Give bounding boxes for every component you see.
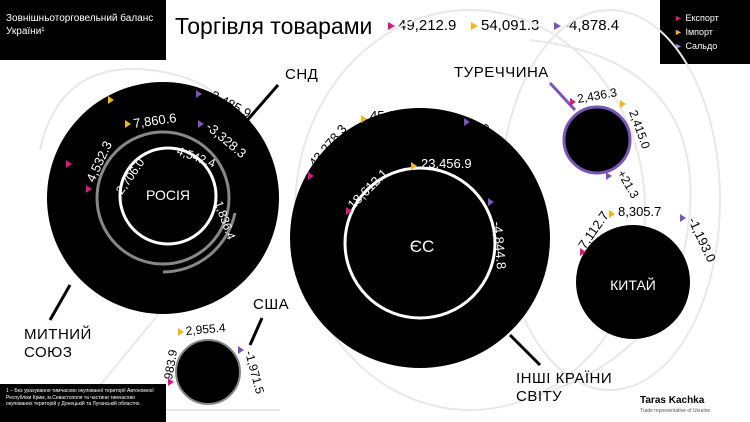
- legend-label-import: Імпорт: [685, 27, 713, 37]
- footnote-text: 1 – Без урахування тимчасово окупованої …: [6, 388, 154, 408]
- legend-item-export: ► Експорт: [674, 13, 719, 23]
- usa-connector: [248, 317, 264, 346]
- total-import: 54,091.3: [481, 17, 540, 34]
- balance-marker-icon: [464, 118, 470, 126]
- balance-marker-icon: [238, 346, 244, 354]
- export-marker-icon: [580, 248, 586, 256]
- export-marker-icon: [388, 22, 395, 30]
- eu-circle: [343, 166, 497, 320]
- import-marker-icon: [609, 210, 615, 218]
- russia-circle: [118, 146, 218, 246]
- customs-union-label: МИТНИЙ СОЮЗ: [24, 326, 92, 361]
- balance-marker-icon: [680, 214, 686, 222]
- balance-marker-icon: [196, 90, 202, 98]
- usa-balance-value: -1,971.5: [242, 349, 267, 395]
- cis-import-value: 8,420.5: [115, 85, 160, 107]
- eu-balance-value: -4,844.8: [490, 221, 509, 270]
- balance-marker-icon: [198, 120, 204, 128]
- balance-marker-icon: [606, 172, 612, 180]
- export-marker-icon: [308, 172, 314, 180]
- value-markers: [66, 90, 686, 386]
- export-marker-icon: [86, 185, 92, 193]
- customs-union-import-value: 7,860.6: [132, 110, 177, 131]
- export-marker-icon: [168, 378, 174, 386]
- export-marker-icon: [346, 207, 352, 215]
- total-balance: -4,878.4: [564, 17, 620, 34]
- customs-union-arc: [162, 212, 237, 274]
- rest-world-import-value: 45,670.8: [370, 108, 421, 123]
- cis-label: СНД: [285, 66, 319, 83]
- title-panel: Зовнішньоторговельний баланс України¹: [0, 0, 166, 60]
- usa-import-value: 2,955.4: [185, 321, 226, 338]
- china-circle: [576, 225, 690, 339]
- panel-title: Зовнішньоторговельний баланс України¹: [6, 13, 154, 37]
- import-marker-icon: [125, 120, 131, 128]
- customs-union-connector: [48, 284, 72, 321]
- import-marker-icon: [361, 115, 367, 123]
- russia-label: РОСІЯ: [146, 187, 190, 203]
- usa-export-value: 983.9: [161, 348, 180, 380]
- turkey-balance-value: +21.3: [614, 168, 641, 202]
- china-balance-value: -1,193.0: [685, 215, 719, 265]
- usa-label: США: [253, 296, 290, 313]
- export-marker-icon: [570, 98, 576, 106]
- import-marker-icon: [108, 96, 114, 104]
- china-label: КИТАЙ: [610, 276, 656, 293]
- import-marker-icon: [620, 100, 626, 108]
- import-marker-icon: [178, 328, 184, 336]
- import-marker-icon: [471, 22, 478, 30]
- balance-marker-icon: [554, 22, 561, 30]
- rest-world-circle: [290, 108, 550, 368]
- import-marker-icon: [411, 162, 417, 170]
- legend-label-balance: Сальдо: [685, 41, 718, 51]
- footnote-panel: 1 – Без урахування тимчасово окупованої …: [0, 384, 166, 422]
- legend-item-balance: ► Сальдо: [674, 41, 718, 51]
- brand-name: Taras Kachka: [640, 395, 705, 406]
- rest-world-connector: [508, 333, 542, 367]
- customs-union-ring: [95, 130, 231, 266]
- legend-item-import: ► Імпорт: [674, 27, 713, 37]
- turkey-export-value: 2,436.3: [576, 85, 618, 106]
- brand-subtitle: Trade representative of Ukraine: [640, 408, 711, 414]
- eu-label: ЄС: [410, 237, 435, 256]
- main-title: Торгівля товарами: [175, 13, 373, 39]
- china-import-value: 8,305.7: [618, 204, 661, 219]
- legend-label-export: Експорт: [685, 13, 719, 23]
- rest-world-label: ІНШІ КРАЇНИ СВІТУ: [516, 370, 613, 405]
- export-marker-icon: [66, 160, 72, 168]
- usa-circle: [175, 339, 241, 405]
- legend: ► Експорт ► Імпорт ► Сальдо: [660, 0, 750, 64]
- turkey-label: ТУРЕЧЧИНА: [454, 64, 549, 81]
- eu-import-value: 23,456.9: [421, 156, 472, 171]
- balance-marker-icon: [488, 198, 494, 206]
- turkey-connector: [548, 81, 577, 112]
- turkey-circle: [562, 105, 632, 175]
